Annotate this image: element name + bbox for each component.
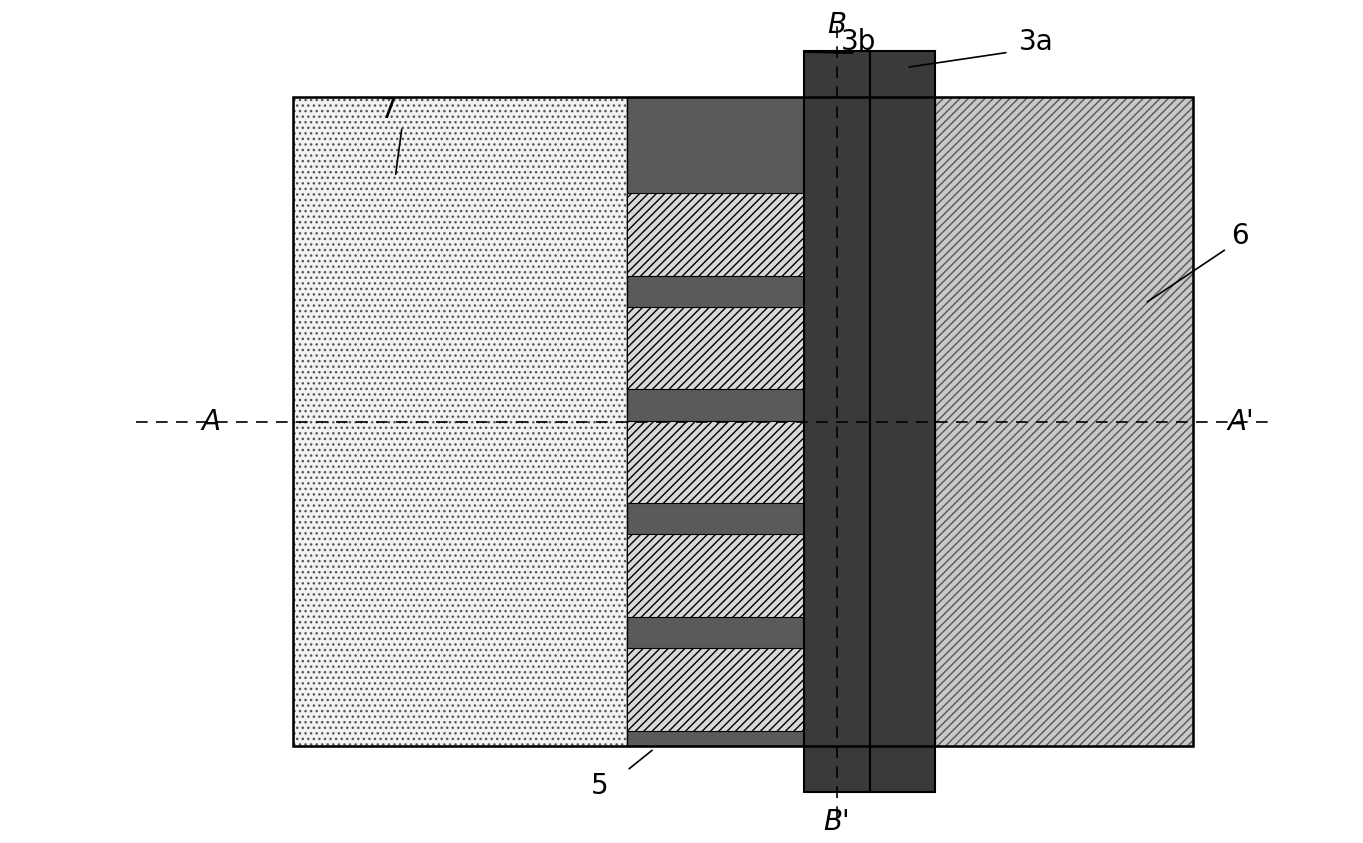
- Bar: [627, 193, 866, 276]
- Bar: [627, 648, 866, 731]
- Bar: [293, 97, 1193, 746]
- Bar: [870, 51, 935, 792]
- Text: 3b: 3b: [841, 28, 876, 56]
- Text: A': A': [1227, 407, 1254, 436]
- Text: 6: 6: [1232, 222, 1249, 250]
- Bar: [935, 97, 1193, 746]
- Bar: [627, 534, 866, 617]
- Bar: [627, 307, 866, 389]
- Bar: [627, 421, 866, 503]
- Text: 5: 5: [592, 771, 608, 800]
- Text: 7: 7: [380, 95, 397, 124]
- Text: B': B': [823, 808, 851, 836]
- Bar: [804, 51, 870, 792]
- Text: A: A: [202, 407, 221, 436]
- Bar: [293, 97, 627, 746]
- Text: B: B: [827, 11, 846, 40]
- Text: 3a: 3a: [1018, 28, 1054, 56]
- Bar: [627, 97, 866, 746]
